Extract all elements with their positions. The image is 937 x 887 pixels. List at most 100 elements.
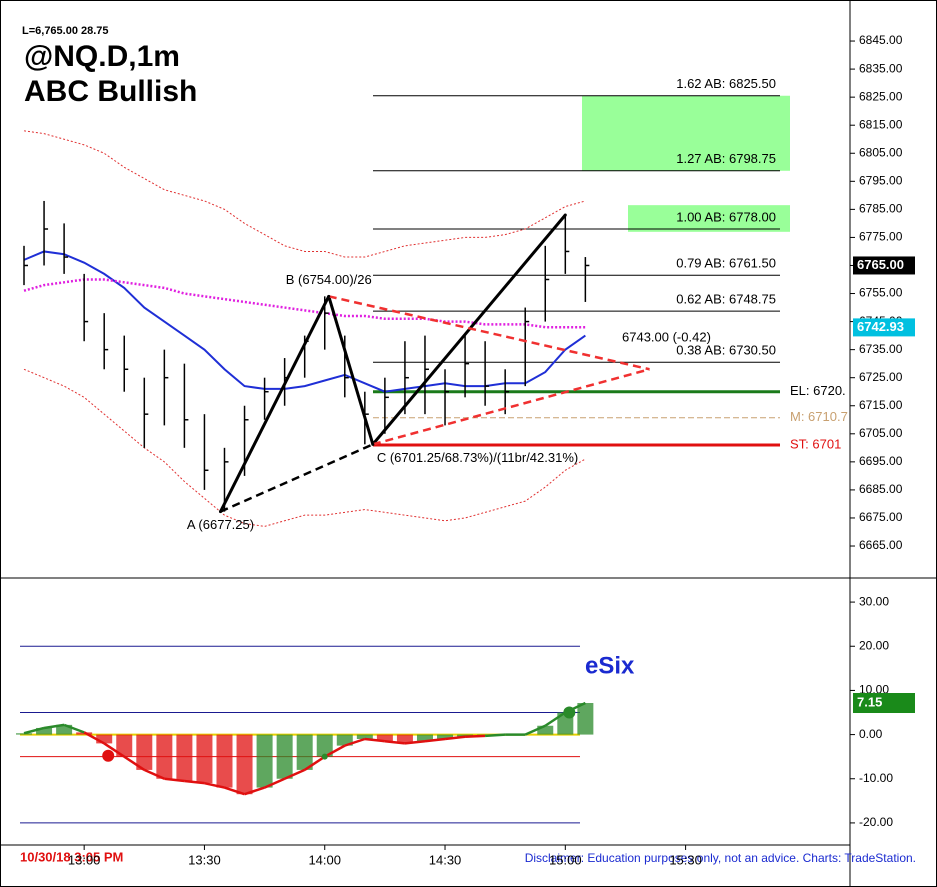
pattern-label: B (6754.00)/26 — [286, 272, 372, 287]
esix-line — [224, 786, 245, 796]
esix-line — [384, 739, 406, 745]
y-tick-label: 6775.00 — [859, 230, 903, 244]
pattern-point — [327, 294, 331, 298]
signal-dot — [102, 749, 115, 762]
y-tick-label: 30.00 — [859, 594, 889, 608]
y-tick-label: 20.00 — [859, 638, 889, 652]
fib-label: 0.62 AB: 6748.75 — [676, 292, 776, 307]
price-tag-label: 6742.93 — [857, 319, 904, 334]
date: 10/30/18 3:05 PM — [20, 849, 123, 864]
y-tick-label: 6845.00 — [859, 33, 903, 47]
histogram-bar — [336, 734, 353, 746]
esix-line — [103, 742, 125, 758]
histogram-bar — [577, 703, 594, 735]
y-tick-label: 6735.00 — [859, 342, 903, 356]
esix-line — [544, 711, 567, 727]
esix-line — [123, 755, 145, 771]
pattern-label: A (6677.25) — [187, 517, 254, 532]
y-tick-label: 6685.00 — [859, 482, 903, 496]
esix-line — [83, 731, 105, 745]
esix-line — [424, 737, 446, 743]
pattern-point — [218, 510, 222, 514]
header: L=6,765.00 28.75 — [22, 25, 109, 37]
histogram-bar — [56, 724, 73, 735]
histogram-bar — [437, 734, 454, 739]
y-tick-label: 6755.00 — [859, 286, 903, 300]
triangle-leg — [372, 368, 650, 446]
histogram-bar — [136, 734, 153, 770]
y-tick-label: 6665.00 — [859, 538, 903, 552]
price-tag — [853, 256, 915, 275]
histogram-bar — [176, 734, 193, 781]
fib-label: 0.79 AB: 6761.50 — [676, 256, 776, 271]
signal-dot — [321, 753, 328, 760]
x-tick-label: 13:30 — [188, 852, 221, 867]
esix-line — [404, 739, 426, 745]
indicator-title: eSix — [585, 652, 635, 679]
histogram-bar — [96, 734, 113, 744]
target-zone — [582, 95, 790, 171]
y-tick-label: -20.00 — [859, 815, 893, 829]
histogram-bar — [316, 734, 333, 757]
price-tag-label: 6765.00 — [857, 257, 904, 272]
histogram-bar — [396, 734, 413, 744]
esix-line — [324, 744, 346, 758]
y-tick-label: 6835.00 — [859, 61, 903, 75]
histogram-bar — [156, 734, 173, 779]
pattern-ac — [219, 443, 374, 513]
fib-label: 1.62 AB: 6825.50 — [676, 76, 776, 91]
fib-label: 1.00 AB: 6778.00 — [676, 209, 776, 224]
annotation: 6743.00 (-0.42) — [622, 329, 711, 344]
histogram-bar — [36, 727, 53, 735]
signal-dot — [563, 706, 576, 719]
chart-title: @NQ.D,1m — [24, 40, 180, 73]
esix-line — [184, 779, 205, 785]
esix-line — [204, 781, 225, 789]
y-tick-label: 6695.00 — [859, 454, 903, 468]
entry-label: M: 6710.7 — [790, 409, 848, 424]
overlay-line — [23, 368, 586, 527]
histogram-bar — [296, 734, 313, 770]
triangle-leg — [328, 295, 650, 371]
esix-line — [164, 777, 185, 783]
pattern-point — [563, 213, 567, 217]
histogram-bar — [16, 733, 33, 735]
overlay-line — [23, 250, 586, 393]
entry-label: ST: 6701 — [790, 436, 841, 451]
y-tick-label: 6825.00 — [859, 89, 903, 103]
y-tick-label: 6815.00 — [859, 117, 903, 131]
histogram-bar — [116, 734, 133, 757]
x-tick-label: 14:30 — [429, 852, 462, 867]
esix-line — [485, 733, 506, 738]
esix-line — [465, 734, 486, 739]
esix-line — [364, 737, 386, 743]
target-zone — [628, 205, 790, 232]
y-tick-label: 6715.00 — [859, 398, 903, 412]
overlay-line — [23, 130, 586, 258]
chart-subtitle: ABC Bullish — [24, 75, 197, 108]
y-tick-label: 6795.00 — [859, 173, 903, 187]
esix-line — [444, 735, 466, 741]
overlay-line — [23, 278, 586, 329]
value-tag-label: 7.15 — [857, 694, 882, 709]
y-tick-label: 6785.00 — [859, 202, 903, 216]
esix-line — [63, 723, 85, 734]
x-tick-label: 15:00 — [549, 852, 582, 867]
histogram-bar — [276, 734, 293, 779]
y-tick-label: 0.00 — [859, 727, 883, 741]
histogram-bar — [196, 734, 213, 784]
esix-line — [303, 755, 326, 771]
pattern-point — [371, 442, 375, 446]
esix-line — [284, 768, 306, 780]
pattern-label: C (6701.25/68.73%)/(11br/42.31%) — [377, 450, 578, 465]
x-tick-label: 14:00 — [308, 852, 341, 867]
fib-label: 1.27 AB: 6798.75 — [676, 151, 776, 166]
x-tick-label: 13:00 — [68, 852, 101, 867]
y-tick-label: 6805.00 — [859, 145, 903, 159]
histogram-bar — [537, 725, 554, 735]
histogram-bar — [376, 734, 393, 742]
pattern-leg — [327, 295, 375, 445]
x-tick-label: 15:30 — [669, 852, 702, 867]
disclaimer: Disclaimer: Education purposes only, not… — [525, 851, 916, 865]
